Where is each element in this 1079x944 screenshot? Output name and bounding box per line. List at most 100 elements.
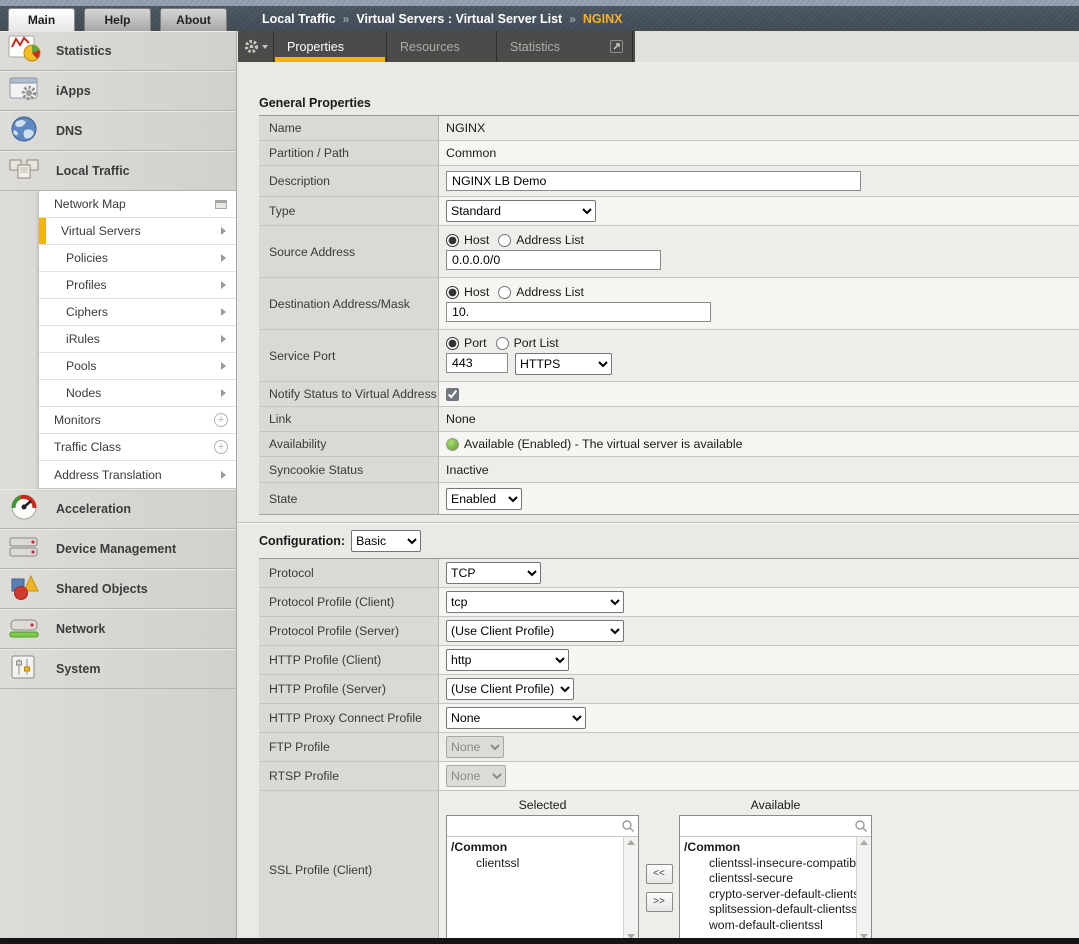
available-list-column: Available [679,798,872,943]
sidebar-item-system[interactable]: System [0,649,236,689]
tab-statistics[interactable]: Statistics [497,31,633,62]
protocol-profile-server-select[interactable]: (Use Client Profile) [446,620,624,642]
list-item[interactable]: wom-default-clientssl [709,917,823,932]
sidebar-item-acceleration[interactable]: Acceleration [0,489,236,529]
external-link-icon[interactable] [610,40,623,53]
menu-item-label: Nodes [66,386,102,400]
menu-item-address-translation[interactable]: Address Translation [39,461,236,488]
menu-item-profiles[interactable]: Profiles [39,272,236,299]
configuration-header: Configuration: Basic [259,530,1079,552]
http-profile-client-select[interactable]: http [446,649,569,671]
field-label: Service Port [259,330,439,381]
sidebar-item-label: Local Traffic [56,163,130,178]
sidebar-item-shared-objects[interactable]: Shared Objects [0,569,236,609]
gear-menu-button[interactable] [238,31,274,62]
source-host-radio[interactable] [446,233,459,247]
protocol-select[interactable]: TCP [446,562,541,584]
move-to-available-button[interactable]: >> [645,892,673,912]
chevron-right-icon [221,362,226,370]
menu-item-label: Virtual Servers [61,224,141,238]
field-label: Destination Address/Mask [259,278,439,329]
menu-item-network-map[interactable]: Network Map [39,191,236,218]
chevron-right-icon [221,281,226,289]
menu-item-label: Network Map [54,197,126,211]
menu-item-policies[interactable]: Policies [39,245,236,272]
table-row-syncookie: Syncookie Status Inactive [259,457,1079,483]
destination-host-radio[interactable] [446,285,459,299]
menu-item-virtual-servers[interactable]: Virtual Servers [39,218,236,245]
port-input[interactable] [446,353,508,373]
http-proxy-connect-profile-select[interactable]: None [446,707,586,729]
move-buttons: << >> [639,864,679,912]
sidebar-item-iapps[interactable]: iApps [0,71,236,111]
field-label: Availability [259,432,439,456]
table-row-ftp-profile: FTP Profile None [259,733,1079,762]
field-label: Source Address [259,226,439,277]
tab-main[interactable]: Main [8,8,75,31]
service-select[interactable]: HTTPS [515,353,612,375]
list-item[interactable]: splitsession-default-clientssl [709,902,856,916]
sidebar-item-label: DNS [56,123,83,138]
sidebar-item-dns[interactable]: DNS [0,111,236,151]
sidebar-item-label: Shared Objects [56,581,148,596]
menu-item-traffic-class[interactable]: Traffic Class + [39,434,236,461]
selected-search-input[interactable] [447,816,638,836]
scroll-down-icon[interactable] [860,934,868,939]
field-value: None [439,733,1079,761]
destination-address-list-radio[interactable] [498,285,512,299]
field-value [439,166,1079,196]
type-select[interactable]: Standard [446,200,596,222]
tab-properties[interactable]: Properties [274,31,387,62]
scroll-up-icon[interactable] [860,840,868,845]
configuration-mode-select[interactable]: Basic [351,530,422,552]
scroll-down-icon[interactable] [627,934,635,939]
list-item[interactable]: clientssl-insecure-compatible [709,855,856,870]
list-item[interactable]: crypto-server-default-clientssl [709,886,856,901]
source-address-input[interactable] [446,250,661,270]
tab-statistics-label: Statistics [510,39,561,54]
field-label: Protocol Profile (Server) [259,617,439,645]
table-row-http-proxy-connect: HTTP Proxy Connect Profile None [259,704,1079,733]
field-label: FTP Profile [259,733,439,761]
selected-list-column: Selected [446,798,639,943]
menu-item-nodes[interactable]: Nodes [39,380,236,407]
radio-label: Address List [516,233,584,247]
menu-item-irules[interactable]: iRules [39,326,236,353]
scroll-up-icon[interactable] [627,840,635,845]
plus-circle-icon[interactable]: + [214,440,228,454]
scrollbar[interactable] [623,837,638,942]
menu-item-pools[interactable]: Pools [39,353,236,380]
syncookie-value: Inactive [446,462,489,477]
move-to-selected-button[interactable]: << [645,864,673,884]
sidebar-item-device-management[interactable]: Device Management [0,529,236,569]
protocol-profile-client-select[interactable]: tcp [446,591,624,613]
port-list-radio[interactable] [495,336,509,350]
menu-item-monitors[interactable]: Monitors + [39,407,236,434]
tab-resources[interactable]: Resources [387,31,497,62]
sidebar-item-network[interactable]: Network [0,609,236,649]
configuration-table: Protocol TCP Protocol Profile (Client) t… [259,558,1079,944]
field-value: Host Address List [439,226,1079,277]
list-item[interactable]: clientssl-secure [709,871,793,885]
available-search-input[interactable] [680,816,871,836]
sidebar-item-local-traffic[interactable]: Local Traffic [0,151,236,191]
menu-item-ciphers[interactable]: Ciphers [39,299,236,326]
description-input[interactable] [446,171,861,191]
source-address-list-radio[interactable] [498,233,512,247]
tab-help[interactable]: Help [84,8,151,31]
destination-address-input[interactable] [446,302,711,322]
sidebar-item-statistics[interactable]: Statistics [0,31,236,71]
tab-about[interactable]: About [160,8,227,31]
ftp-profile-select: None [446,736,504,758]
scrollbar[interactable] [856,837,871,942]
menu-item-label: Monitors [54,413,101,427]
available-header: Available [750,798,801,812]
plus-circle-icon[interactable]: + [214,413,228,427]
list-item[interactable]: clientssl [476,855,520,870]
menu-item-label: Ciphers [66,305,108,319]
state-select[interactable]: Enabled [446,487,522,510]
table-row-rtsp-profile: RTSP Profile None [259,762,1079,791]
notify-status-checkbox[interactable] [446,387,459,401]
http-profile-server-select[interactable]: (Use Client Profile) [446,678,574,700]
port-radio[interactable] [446,336,459,350]
